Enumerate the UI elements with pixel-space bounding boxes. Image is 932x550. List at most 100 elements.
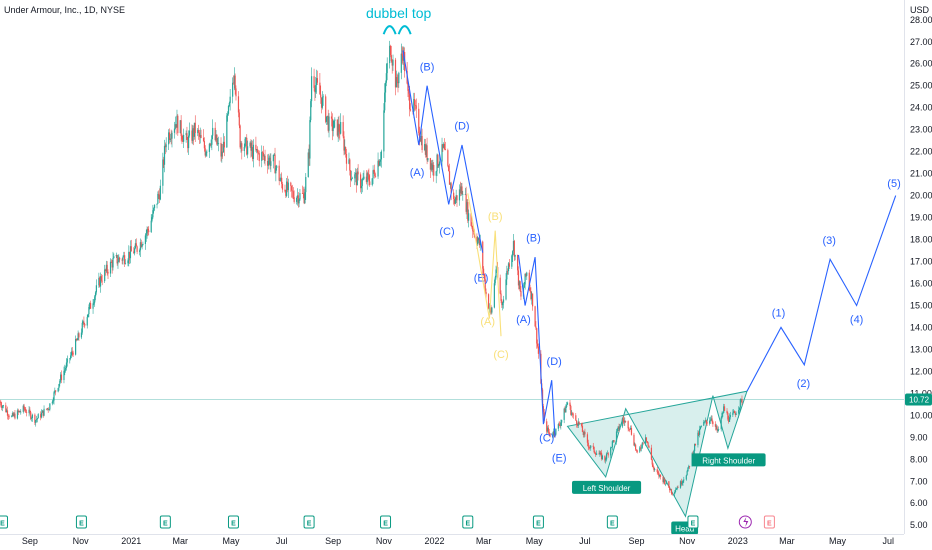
candle-body xyxy=(245,137,247,139)
candle-body xyxy=(662,476,664,483)
x-tick-label: 2023 xyxy=(728,536,748,546)
candle-body xyxy=(444,149,446,151)
candle-body xyxy=(551,435,554,437)
candle-body xyxy=(606,453,608,454)
candle-body xyxy=(467,202,469,221)
candle-body xyxy=(600,452,603,460)
x-tick-label: Sep xyxy=(325,536,341,546)
candle-body xyxy=(119,257,121,260)
candle-body xyxy=(345,147,347,154)
y-tick-label: 12.00 xyxy=(910,366,932,376)
candle-body xyxy=(315,78,318,86)
candle-body xyxy=(415,105,417,109)
candle-body xyxy=(273,154,275,156)
candle-body xyxy=(409,93,411,110)
candle-body xyxy=(611,441,613,448)
annotation-layer: dubbel top Left Shoulder Head Right Shoulde… xyxy=(366,5,766,535)
candle-body xyxy=(502,299,505,303)
candle-body xyxy=(628,428,630,430)
candle-body xyxy=(332,128,334,132)
earnings-icon xyxy=(227,515,239,529)
candle-body xyxy=(276,165,278,169)
candle-body xyxy=(571,413,574,415)
candle-body xyxy=(374,171,376,177)
wave-label: (A) xyxy=(410,167,425,179)
candle-body xyxy=(247,146,249,155)
candle-body xyxy=(263,155,265,157)
candle-body xyxy=(433,165,435,176)
candle-body xyxy=(69,358,71,360)
candle-body xyxy=(6,410,8,412)
candle-body xyxy=(577,421,579,426)
candle-body xyxy=(84,323,86,326)
candle-body xyxy=(714,424,716,427)
candle-body xyxy=(234,75,236,89)
candle-body xyxy=(239,125,241,148)
candle-body xyxy=(397,81,399,84)
candle-body xyxy=(688,466,690,468)
candle-body xyxy=(642,442,644,444)
candle-body xyxy=(443,143,446,150)
candle-body xyxy=(727,413,729,420)
candle-body xyxy=(204,148,206,156)
candle-body xyxy=(7,415,9,417)
candle-body xyxy=(518,281,520,286)
candle-body xyxy=(152,210,154,218)
candle-body xyxy=(34,414,36,423)
candle-body xyxy=(576,420,578,425)
candle-body xyxy=(472,227,474,232)
candle-body xyxy=(633,434,635,446)
earnings-icon-glyph: E xyxy=(231,521,236,528)
candle-body xyxy=(686,471,688,476)
candle-body xyxy=(674,492,676,495)
dubbel-top-arc-left xyxy=(382,25,397,35)
candle-body xyxy=(107,271,109,274)
candle-body xyxy=(477,238,480,241)
candle-body xyxy=(424,144,427,155)
earnings-icon-glyph: E xyxy=(307,521,312,528)
candle-body xyxy=(251,147,254,159)
candle-body xyxy=(355,172,357,175)
candle-body xyxy=(182,139,184,142)
candle-body xyxy=(586,434,589,443)
time-axis[interactable]: Sep Nov 2021 Mar May Jul Sep Nov 2022 Mar May Jul Se… xyxy=(22,536,894,546)
candle-body xyxy=(243,147,245,152)
earnings-icon xyxy=(0,515,8,529)
candle-body xyxy=(704,420,707,422)
candle-body xyxy=(25,409,27,413)
candle-body xyxy=(98,277,100,286)
candle-body xyxy=(150,220,152,233)
candle-body xyxy=(16,410,19,419)
candle-body xyxy=(478,238,481,246)
candle-body xyxy=(494,277,496,284)
dubbel-top-label: dubbel top xyxy=(366,5,432,21)
candle-body xyxy=(60,374,63,380)
candle-body xyxy=(409,109,412,111)
candle-body xyxy=(235,88,237,97)
candle-body xyxy=(709,420,712,422)
candle-body xyxy=(460,186,462,194)
candle-body xyxy=(129,251,131,259)
candle-body xyxy=(221,151,223,157)
candle-body xyxy=(214,127,216,141)
candle-body xyxy=(285,191,287,196)
price-axis[interactable]: 28.00 27.00 26.00 25.00 24.00 23.00 22.00 21.00… xyxy=(910,15,932,530)
candle-body xyxy=(408,90,410,94)
y-tick-label: 10.00 xyxy=(910,410,932,420)
candle-body xyxy=(89,302,92,309)
candle-body xyxy=(705,420,707,422)
candle-body xyxy=(482,241,484,269)
candle-body xyxy=(465,194,467,212)
candle-body xyxy=(652,464,654,467)
candle-body xyxy=(723,406,726,411)
candle-body xyxy=(147,228,149,231)
candle-body xyxy=(420,136,422,142)
x-tick-label: Mar xyxy=(173,536,189,546)
x-tick-label: Nov xyxy=(679,536,696,546)
candle-body xyxy=(623,420,625,423)
candle-body xyxy=(343,136,345,151)
candle-body xyxy=(199,135,201,137)
candle-body xyxy=(78,333,80,338)
